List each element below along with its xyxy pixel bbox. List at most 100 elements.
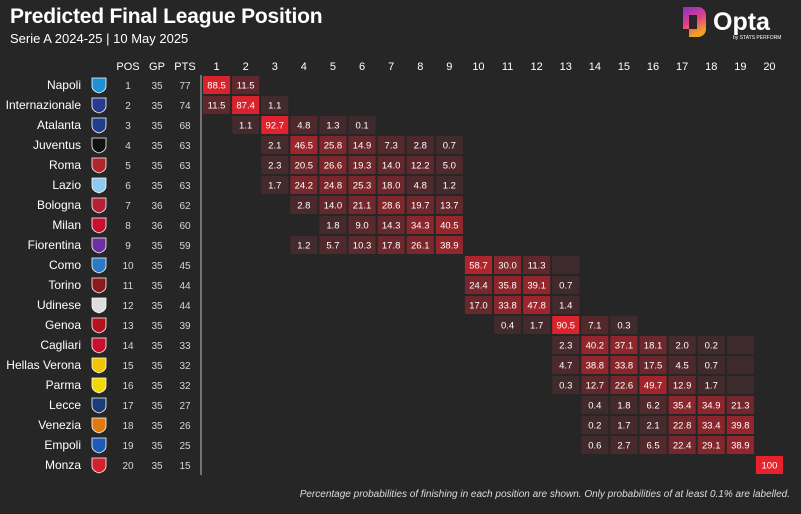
pts-value: 63	[179, 181, 191, 192]
prob-cell-hellas-verona-19	[726, 356, 754, 374]
prob-cell-venezia-19	[726, 416, 754, 434]
prob-label-lecce-15: 1.8	[617, 401, 630, 412]
prob-cell-venezia-18	[697, 416, 725, 434]
prob-label-roma-5: 26.6	[324, 161, 343, 172]
prob-cell-parma-14	[581, 376, 609, 394]
prob-cell-milan-5	[319, 216, 347, 234]
prob-cell-milan-7	[377, 216, 405, 234]
pos-value: 15	[122, 361, 134, 372]
prob-label-cagliari-18: 0.2	[705, 341, 718, 352]
prob-cell-roma-4	[290, 156, 318, 174]
prob-label-hellas-verona-15: 33.8	[615, 361, 634, 372]
prob-label-torino-12: 39.1	[527, 281, 546, 292]
prob-cell-cagliari-16	[639, 336, 667, 354]
position-header-10: 10	[472, 61, 484, 73]
pts-value: 44	[179, 301, 191, 312]
prob-label-torino-13: 0.7	[559, 281, 572, 292]
prob-cell-parma-17	[668, 376, 696, 394]
opta-logo: Opta by STATS PERFORM	[676, 4, 796, 44]
prob-cell-bologna-7	[377, 196, 405, 214]
crest-icon-roma	[91, 157, 107, 174]
crest-icon-como	[91, 257, 107, 274]
pts-value: 45	[179, 261, 191, 272]
pts-value: 26	[179, 421, 191, 432]
prob-cell-juventus-8	[406, 136, 434, 154]
prob-cell-roma-8	[406, 156, 434, 174]
gp-value: 36	[151, 221, 163, 232]
prob-cell-juventus-6	[348, 136, 376, 154]
prob-cell-bologna-9	[435, 196, 463, 214]
team-name-genoa: Genoa	[45, 318, 81, 332]
prob-cell-parma-19	[726, 376, 754, 394]
pts-value: 15	[179, 461, 191, 472]
prob-cell-empoli-17	[668, 436, 696, 454]
prob-label-bologna-7: 28.6	[382, 201, 401, 212]
pos-value: 11	[123, 281, 134, 292]
prob-label-venezia-19: 39.8	[731, 421, 750, 432]
prob-cell-cagliari-17	[668, 336, 696, 354]
prob-cell-bologna-6	[348, 196, 376, 214]
prob-label-roma-3: 2.3	[268, 161, 281, 172]
prob-label-como-11: 30.0	[498, 261, 517, 272]
prob-cell-bologna-4	[290, 196, 318, 214]
prob-label-hellas-verona-18: 0.7	[705, 361, 718, 372]
prob-label-venezia-17: 22.8	[673, 421, 692, 432]
prob-cell-parma-13	[552, 376, 580, 394]
prob-cell-juventus-9	[435, 136, 463, 154]
pts-value: 63	[179, 141, 191, 152]
pos-value: 6	[125, 181, 131, 192]
prob-label-fiorentina-4: 1.2	[297, 241, 310, 252]
prob-label-empoli-16: 6.5	[646, 441, 659, 452]
prob-label-empoli-15: 2.7	[617, 441, 630, 452]
team-name-fiorentina: Fiorentina	[28, 238, 82, 252]
prob-label-venezia-15: 1.7	[617, 421, 630, 432]
pts-value: 68	[179, 121, 191, 132]
prob-label-empoli-17: 22.4	[673, 441, 692, 452]
prob-cell-internazionale-3	[261, 96, 289, 114]
crest-icon-internazionale	[91, 97, 107, 114]
prob-cell-atalanta-3	[261, 116, 289, 134]
crest-icon-lazio	[91, 177, 107, 194]
team-name-lazio: Lazio	[52, 178, 81, 192]
team-name-torino: Torino	[48, 278, 81, 292]
gp-value: 35	[151, 461, 163, 472]
pts-value: 39	[179, 321, 191, 332]
prob-cell-atalanta-6	[348, 116, 376, 134]
team-name-internazionale: Internazionale	[6, 98, 82, 112]
position-header-19: 19	[734, 61, 746, 73]
prob-cell-lecce-19	[726, 396, 754, 414]
prob-label-genoa-15: 0.3	[617, 321, 630, 332]
prob-cell-lazio-8	[406, 176, 434, 194]
prob-cell-lazio-7	[377, 176, 405, 194]
prob-label-cagliari-15: 37.1	[615, 341, 634, 352]
team-name-monza: Monza	[45, 458, 81, 472]
prob-cell-parma-15	[610, 376, 638, 394]
prob-label-napoli-1: 88.5	[207, 81, 226, 92]
gp-value: 35	[151, 161, 163, 172]
prob-label-lecce-19: 21.3	[731, 401, 750, 412]
prob-cell-roma-3	[261, 156, 289, 174]
prob-label-juventus-6: 14.9	[353, 141, 372, 152]
prob-label-fiorentina-7: 17.8	[382, 241, 401, 252]
prob-cell-napoli-2	[232, 76, 260, 94]
prob-cell-lecce-16	[639, 396, 667, 414]
prob-cell-fiorentina-6	[348, 236, 376, 254]
position-header-12: 12	[531, 61, 543, 73]
crest-icon-parma	[91, 377, 107, 394]
prob-label-lazio-3: 1.7	[268, 181, 281, 192]
prob-label-atalanta-4: 4.8	[297, 121, 310, 132]
prob-label-internazionale-3: 1.1	[268, 101, 281, 112]
gp-value: 35	[151, 181, 163, 192]
prob-label-genoa-13: 90.5	[557, 321, 576, 332]
prob-cell-hellas-verona-18	[697, 356, 725, 374]
team-name-bologna: Bologna	[37, 198, 81, 212]
pos-value: 13	[122, 321, 134, 332]
prob-cell-napoli-1	[203, 76, 231, 94]
position-header-6: 6	[359, 61, 365, 73]
prob-label-como-12: 11.3	[528, 261, 546, 272]
gp-value: 35	[151, 281, 163, 292]
prob-label-udinese-10: 17.0	[469, 301, 488, 312]
prob-cell-lazio-4	[290, 176, 318, 194]
pos-value: 10	[122, 261, 134, 272]
